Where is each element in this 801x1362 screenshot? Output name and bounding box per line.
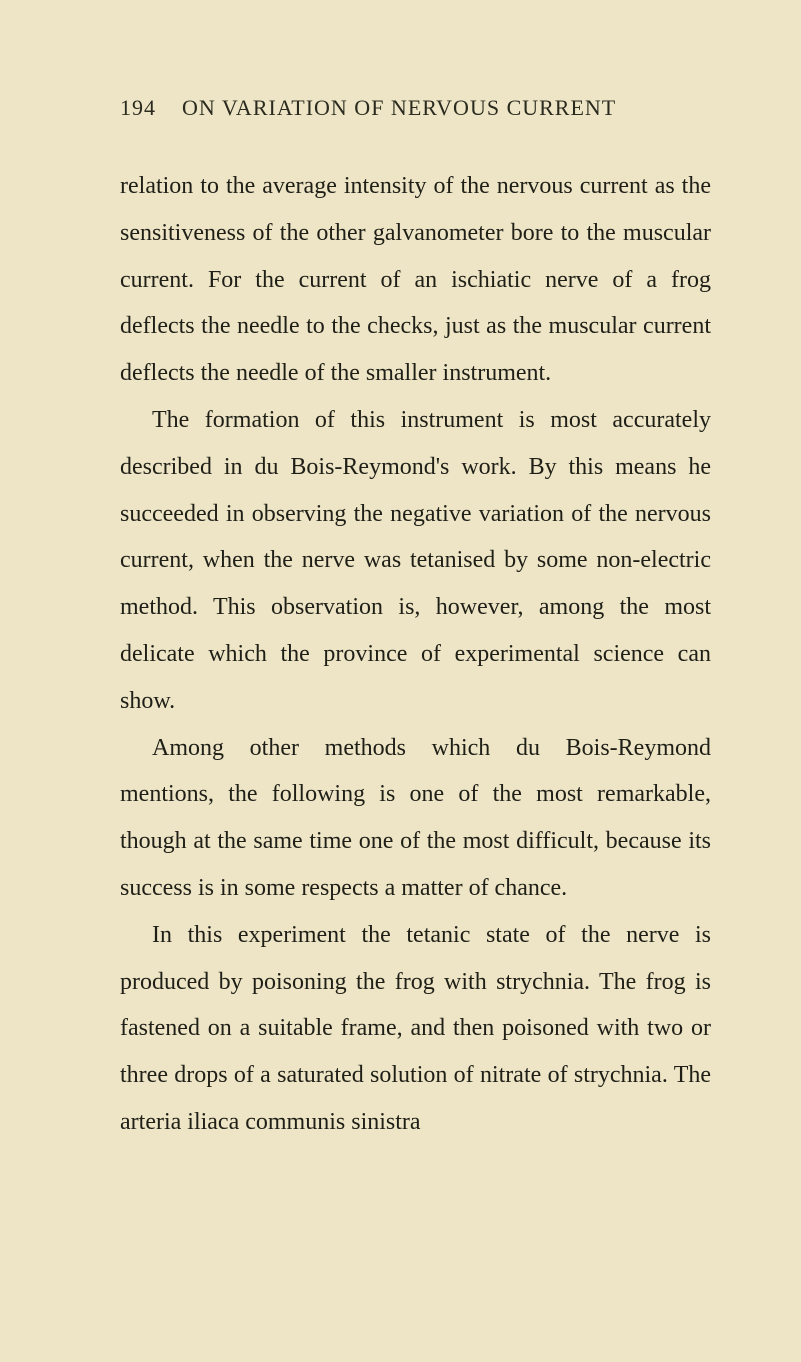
page-number: 194 <box>120 95 156 120</box>
paragraph-4: In this experiment the tetanic state of … <box>120 912 711 1146</box>
page-header: 194 ON VARIATION OF NERVOUS CURRENT <box>120 95 711 121</box>
paragraph-1: relation to the average intensity of the… <box>120 163 711 397</box>
book-page: 194 ON VARIATION OF NERVOUS CURRENT rela… <box>0 0 801 1206</box>
header-title: ON VARIATION OF NERVOUS CURRENT <box>182 95 616 120</box>
paragraph-2: The formation of this instrument is most… <box>120 397 711 725</box>
body-text: relation to the average intensity of the… <box>120 163 711 1146</box>
paragraph-3: Among other methods which du Bois-Rey­mo… <box>120 725 711 912</box>
